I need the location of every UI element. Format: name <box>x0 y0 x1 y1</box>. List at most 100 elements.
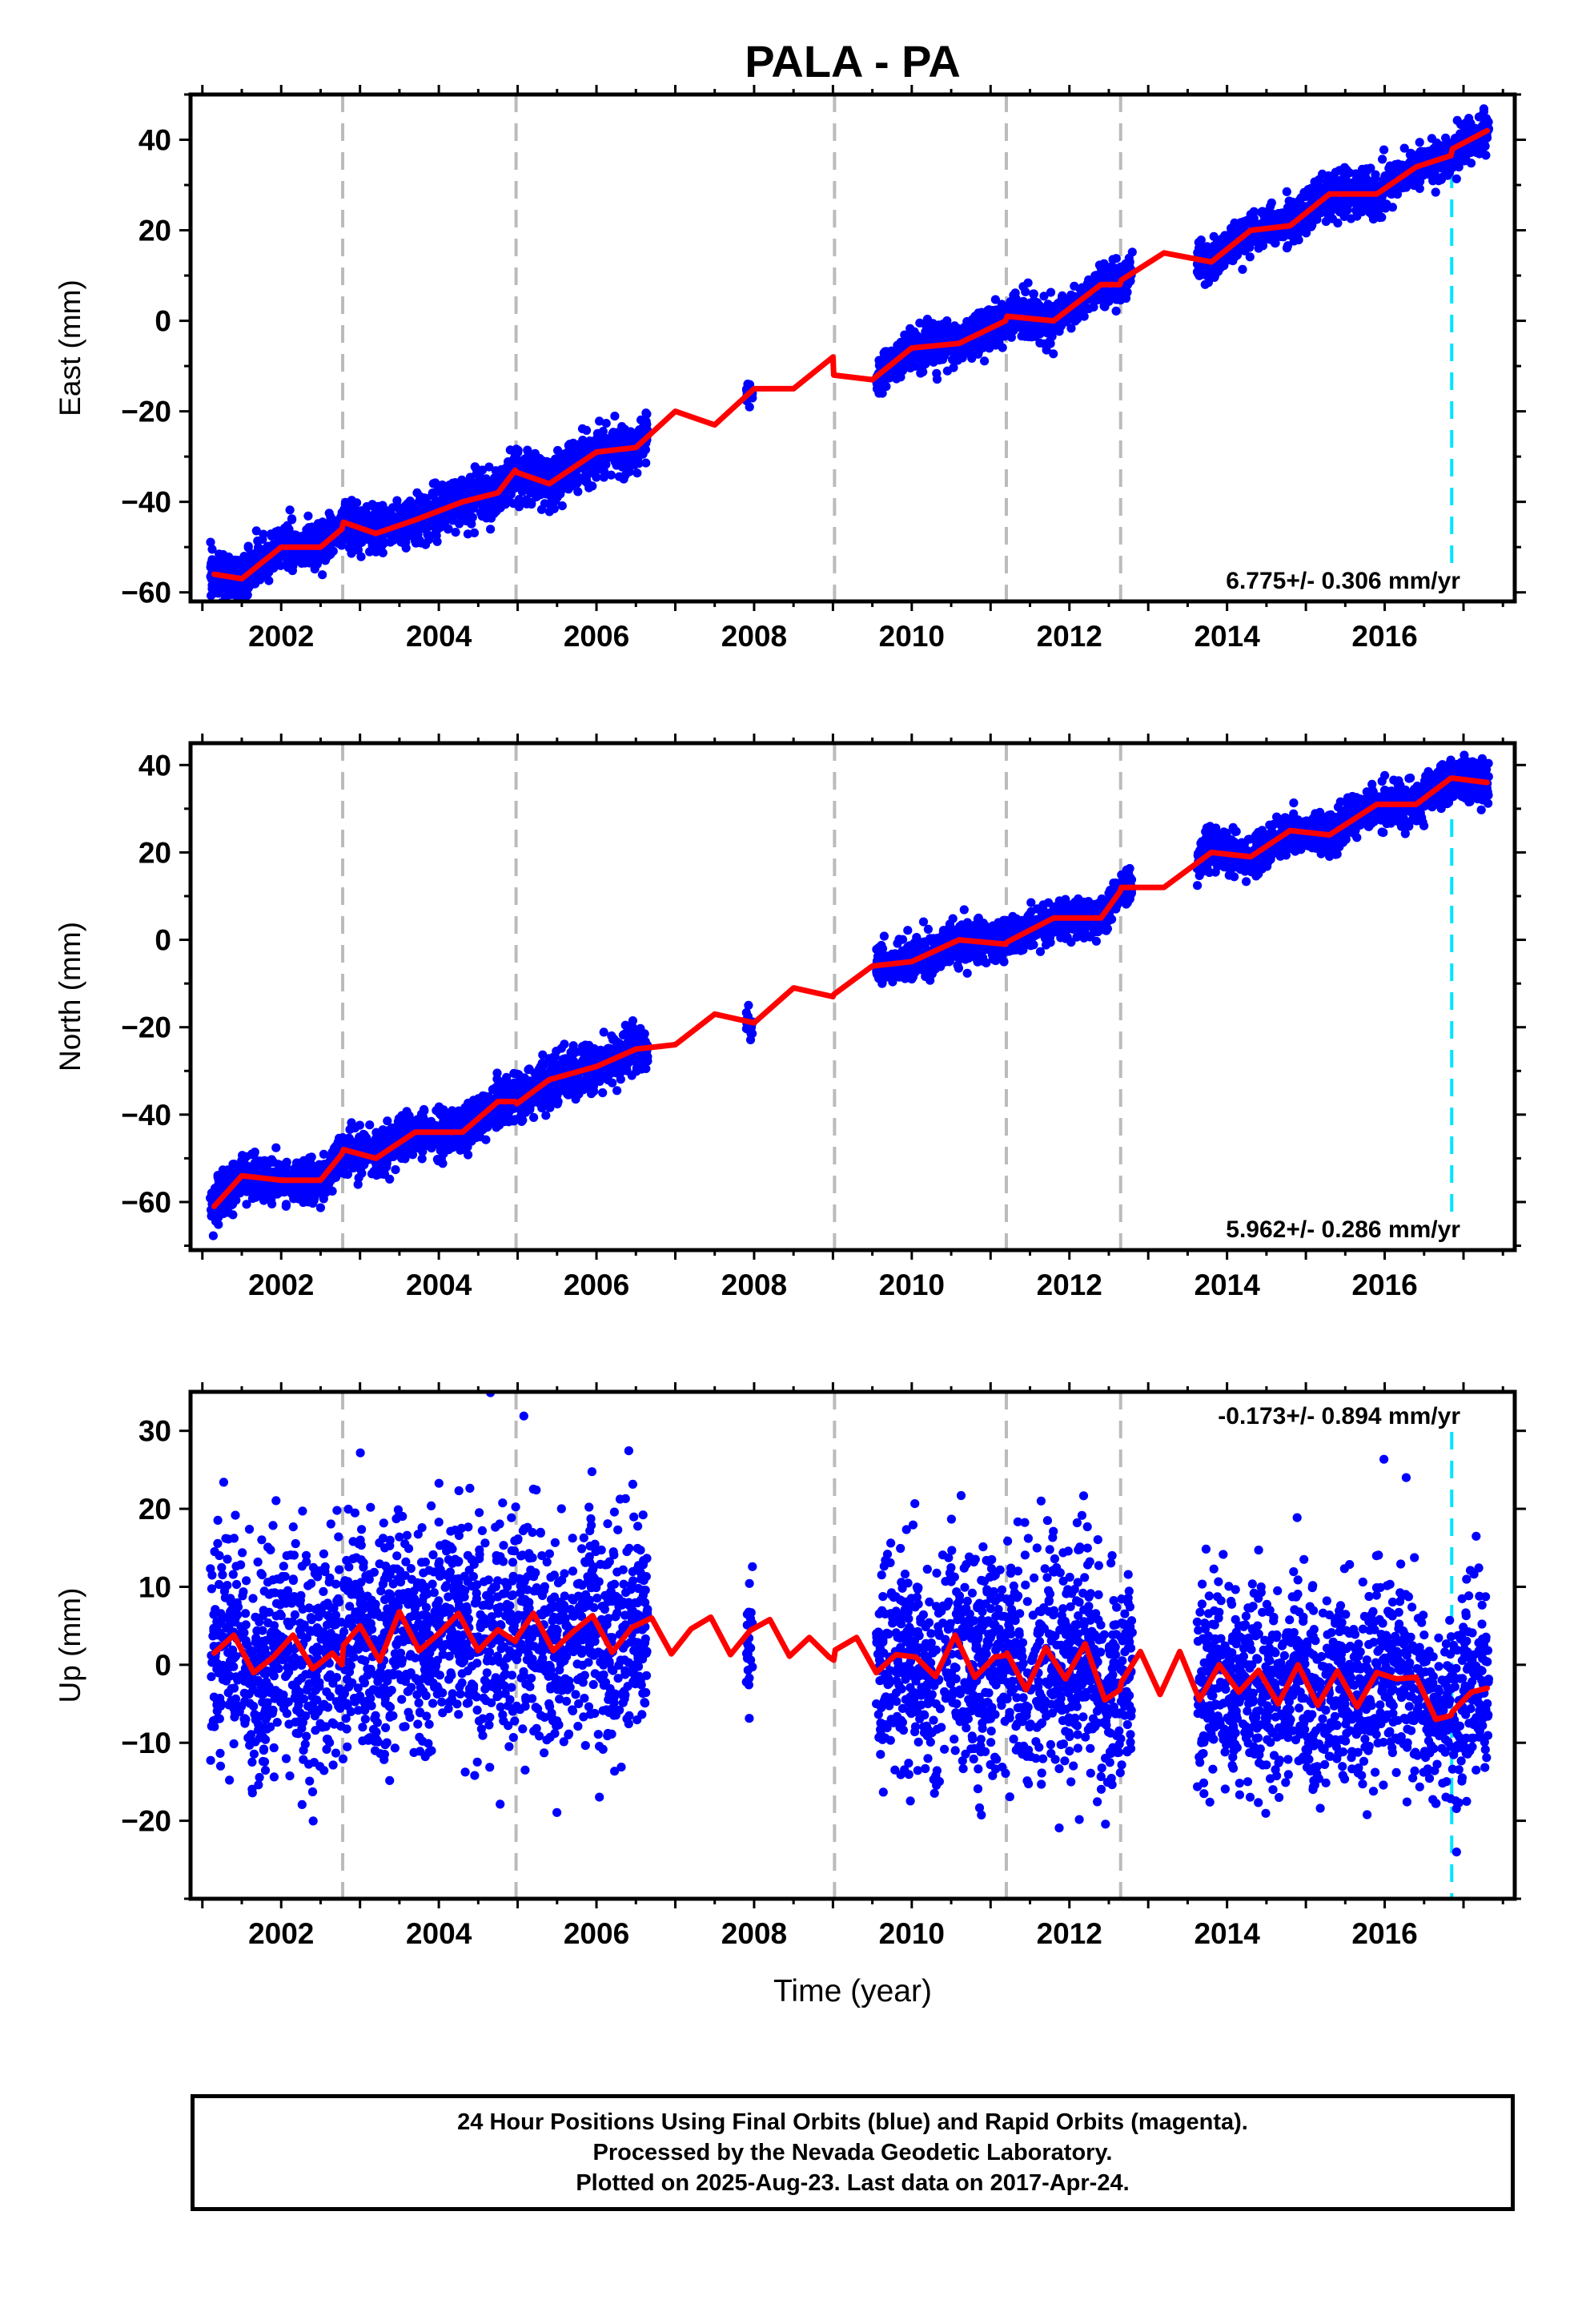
data-point <box>544 507 554 517</box>
data-point <box>1203 278 1213 287</box>
data-point <box>427 520 436 529</box>
data-point <box>513 448 523 457</box>
data-point <box>239 591 248 601</box>
data-point <box>228 585 238 596</box>
data-point <box>477 512 487 521</box>
data-point <box>1026 300 1036 309</box>
data-point <box>641 458 651 468</box>
data-point <box>396 526 405 537</box>
data-point <box>496 464 506 475</box>
data-point <box>930 335 939 344</box>
y-tick-label: 20 <box>139 215 171 247</box>
data-point <box>318 570 327 580</box>
data-point <box>1415 138 1424 147</box>
data-point <box>598 1088 608 1098</box>
data-point <box>1225 255 1235 265</box>
data-point <box>932 352 942 362</box>
data-point <box>490 503 500 513</box>
data-point <box>467 519 476 529</box>
data-point <box>621 434 631 444</box>
data-point <box>942 366 952 376</box>
data-point <box>1431 187 1440 197</box>
data-point <box>984 308 994 318</box>
data-point <box>556 1043 566 1053</box>
data-point <box>376 521 386 531</box>
data-point <box>463 529 473 539</box>
data-point <box>1113 295 1122 304</box>
data-point <box>219 549 228 560</box>
data-point <box>529 465 539 476</box>
data-point <box>1479 104 1488 114</box>
data-point <box>636 415 646 425</box>
data-point <box>1337 197 1347 207</box>
data-point <box>352 535 362 545</box>
data-point <box>884 372 893 382</box>
data-point <box>275 536 284 545</box>
data-point <box>547 457 556 468</box>
data-point <box>1255 239 1265 250</box>
data-point <box>1363 195 1372 204</box>
data-point <box>1066 324 1076 333</box>
data-point <box>1073 314 1082 324</box>
data-point <box>206 537 215 547</box>
data-point <box>310 565 319 574</box>
panel-north: 2002 2004 2006 2008 2010 2012 2014 2016−60−40−2… <box>54 734 1526 1301</box>
data-point <box>628 433 639 444</box>
data-point <box>1026 320 1035 330</box>
data-point <box>1035 338 1045 348</box>
data-point <box>344 527 354 537</box>
data-point <box>951 328 961 338</box>
data-point <box>1478 143 1488 153</box>
y-axis-label: East (mm) <box>54 279 86 416</box>
data-point <box>259 565 268 575</box>
data-point <box>266 529 276 539</box>
data-point <box>1346 214 1356 223</box>
data-point <box>1230 218 1239 227</box>
data-point <box>1124 253 1134 263</box>
data-point <box>473 477 483 487</box>
data-point <box>1049 349 1058 359</box>
data-point <box>1296 193 1306 203</box>
data-point <box>220 611 229 620</box>
data-point <box>1021 308 1030 317</box>
data-point <box>1202 248 1211 258</box>
data-point <box>1465 123 1475 133</box>
data-point <box>285 505 295 515</box>
data-point <box>1006 320 1017 330</box>
data-point <box>421 494 432 504</box>
data-point <box>378 548 387 557</box>
x-tick-label: 2014 <box>1194 620 1260 653</box>
data-point <box>582 425 592 436</box>
data-point <box>401 543 411 553</box>
data-point <box>910 361 920 371</box>
data-point <box>975 311 985 320</box>
data-point <box>1014 322 1023 332</box>
data-point <box>461 488 471 497</box>
data-point <box>334 539 343 549</box>
data-point <box>529 1112 539 1122</box>
data-point <box>437 480 448 490</box>
data-point <box>991 313 1001 323</box>
data-point <box>305 558 315 568</box>
data-point <box>242 1200 251 1209</box>
data-point <box>235 560 244 570</box>
data-point <box>370 542 379 552</box>
data-point <box>994 331 1004 340</box>
data-point <box>322 525 331 534</box>
data-point <box>622 463 632 473</box>
data-point <box>1351 169 1360 179</box>
data-point <box>610 412 620 421</box>
data-point <box>917 354 926 364</box>
data-point <box>571 472 580 482</box>
data-point <box>1307 220 1317 230</box>
data-point <box>601 419 611 428</box>
data-point <box>1362 181 1371 191</box>
data-point <box>283 562 293 573</box>
data-point <box>991 305 1001 315</box>
data-point <box>600 433 610 443</box>
data-point <box>527 497 536 508</box>
data-point <box>228 1210 238 1220</box>
data-point <box>599 1027 608 1037</box>
data-point <box>356 552 366 561</box>
data-point <box>918 367 928 376</box>
